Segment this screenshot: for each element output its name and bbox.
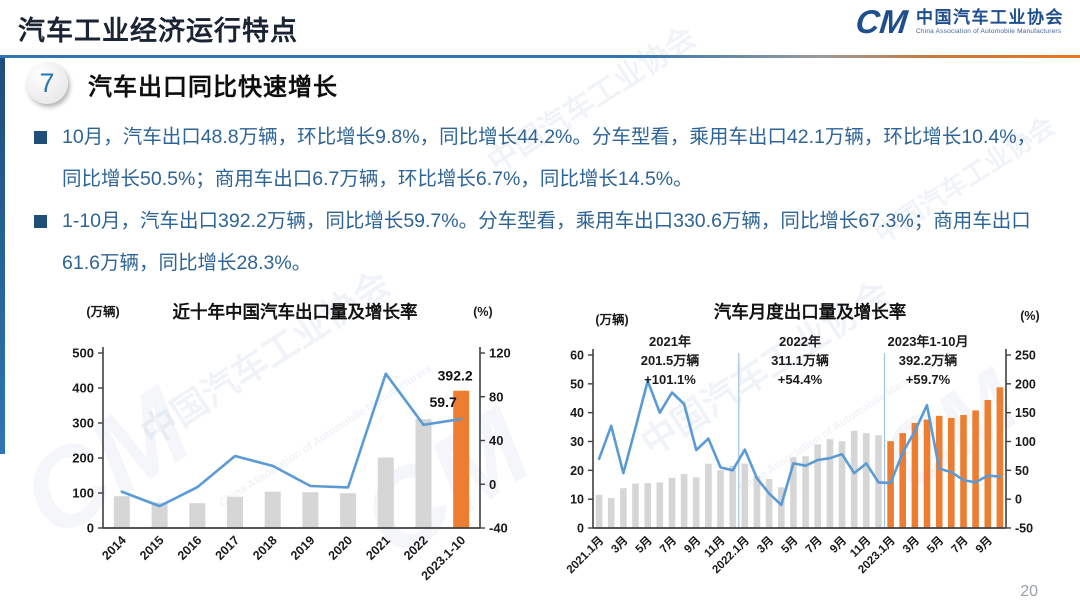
svg-text:5月: 5月 — [779, 534, 801, 556]
svg-text:7月: 7月 — [803, 534, 825, 556]
svg-text:50: 50 — [1015, 464, 1029, 478]
svg-text:100: 100 — [72, 486, 94, 501]
bullet-square-icon — [34, 215, 47, 228]
bullet-list: 10月，汽车出口48.8万辆，环比增长9.8%，同比增长44.2%。分车型看，乘… — [34, 116, 1038, 284]
chart-decade-svg: 0 100 200 300 400 500 -40 0 40 80 120 2014 2015 2016 2… — [72, 302, 511, 583]
caam-logo: CM 中国汽车工业协会 China Association of Automob… — [853, 3, 1064, 40]
svg-text:10: 10 — [570, 493, 584, 507]
left-accent-bar — [0, 58, 5, 454]
bullet-text: 1-10月，汽车出口392.2万辆，同比增长59.7%。分车型看，乘用车出口33… — [62, 210, 1031, 274]
svg-text:392.2: 392.2 — [438, 368, 473, 384]
svg-text:2019: 2019 — [288, 533, 318, 563]
svg-text:3月: 3月 — [900, 534, 922, 556]
svg-text:2021.1月: 2021.1月 — [564, 534, 606, 576]
svg-text:201.5万辆: 201.5万辆 — [641, 353, 700, 368]
svg-text:3月: 3月 — [609, 534, 631, 556]
svg-text:近十年中国汽车出口量及增长率: 近十年中国汽车出口量及增长率 — [173, 302, 418, 322]
svg-text:2014: 2014 — [99, 533, 129, 563]
svg-text:(%): (%) — [473, 305, 492, 319]
svg-text:0: 0 — [577, 522, 584, 536]
svg-text:500: 500 — [72, 346, 94, 361]
svg-text:2016: 2016 — [175, 533, 205, 563]
svg-text:2015: 2015 — [137, 533, 167, 563]
svg-text:311.1万辆: 311.1万辆 — [771, 353, 829, 368]
caam-logo-mark-icon: CM — [853, 3, 909, 40]
svg-text:80: 80 — [489, 389, 503, 404]
caam-logo-name-en: China Association of Automobile Manufact… — [916, 28, 1062, 36]
svg-text:+54.4%: +54.4% — [778, 372, 823, 387]
svg-text:392.2万辆: 392.2万辆 — [899, 353, 958, 368]
svg-text:120: 120 — [489, 346, 511, 361]
section-title: 汽车出口同比快速增长 — [88, 74, 338, 101]
svg-text:150: 150 — [1015, 406, 1036, 420]
svg-text:2018: 2018 — [250, 533, 280, 563]
svg-text:200: 200 — [72, 451, 94, 466]
svg-text:汽车月度出口量及增长率: 汽车月度出口量及增长率 — [714, 302, 907, 322]
svg-text:9月: 9月 — [827, 534, 849, 556]
svg-text:0: 0 — [489, 477, 496, 492]
svg-text:59.7: 59.7 — [430, 394, 457, 410]
svg-text:0: 0 — [1015, 493, 1022, 507]
svg-text:0: 0 — [87, 521, 94, 536]
svg-text:300: 300 — [72, 416, 94, 431]
svg-text:(万辆): (万辆) — [595, 312, 628, 327]
svg-text:9月: 9月 — [973, 534, 995, 556]
svg-text:+101.1%: +101.1% — [644, 372, 696, 387]
bullet-item: 1-10月，汽车出口392.2万辆，同比增长59.7%。分车型看，乘用车出口33… — [34, 200, 1038, 284]
decade-export-chart: 0 100 200 300 400 500 -40 0 40 80 120 2014 2015 2016 2… — [55, 296, 525, 604]
svg-text:2017: 2017 — [213, 533, 243, 563]
svg-text:400: 400 — [72, 381, 94, 396]
svg-text:5月: 5月 — [633, 534, 655, 556]
monthly-export-chart: 0 10 20 30 40 50 60 -50 0 50 100 150 200 250 2021.1月 3月… — [560, 296, 1062, 604]
svg-text:40: 40 — [489, 433, 503, 448]
svg-text:2023年1-10月: 2023年1-10月 — [888, 334, 969, 349]
svg-text:250: 250 — [1015, 349, 1036, 363]
svg-text:40: 40 — [570, 406, 584, 420]
svg-text:60: 60 — [570, 349, 584, 363]
svg-text:(万辆): (万辆) — [86, 304, 119, 319]
svg-text:7月: 7月 — [657, 534, 679, 556]
svg-text:30: 30 — [570, 435, 584, 449]
section-number-badge: 7 — [26, 62, 68, 104]
svg-text:100: 100 — [1015, 435, 1036, 449]
svg-text:5月: 5月 — [924, 534, 946, 556]
header-divider — [0, 55, 1080, 58]
svg-text:-40: -40 — [489, 521, 508, 536]
svg-text:-50: -50 — [1015, 522, 1033, 536]
svg-text:7月: 7月 — [949, 534, 971, 556]
page-title: 汽车工业经济运行特点 — [18, 16, 298, 46]
svg-text:50: 50 — [570, 377, 584, 391]
page-number: 20 — [1020, 583, 1038, 600]
bullet-item: 10月，汽车出口48.8万辆，环比增长9.8%，同比增长44.2%。分车型看，乘… — [34, 116, 1038, 200]
svg-text:200: 200 — [1015, 377, 1036, 391]
svg-text:(%): (%) — [1020, 309, 1039, 323]
svg-text:2021年: 2021年 — [649, 334, 691, 349]
svg-text:2021: 2021 — [363, 533, 393, 563]
svg-text:9月: 9月 — [682, 534, 704, 556]
bullet-square-icon — [34, 131, 47, 144]
svg-text:3月: 3月 — [754, 534, 776, 556]
svg-text:+59.7%: +59.7% — [906, 372, 951, 387]
svg-text:2020: 2020 — [326, 533, 356, 563]
svg-text:2022年: 2022年 — [779, 334, 821, 349]
caam-logo-name-cn: 中国汽车工业协会 — [916, 7, 1064, 27]
bullet-text: 10月，汽车出口48.8万辆，环比增长9.8%，同比增长44.2%。分车型看，乘… — [62, 126, 1037, 190]
svg-text:20: 20 — [570, 464, 584, 478]
svg-text:2022: 2022 — [401, 533, 431, 563]
